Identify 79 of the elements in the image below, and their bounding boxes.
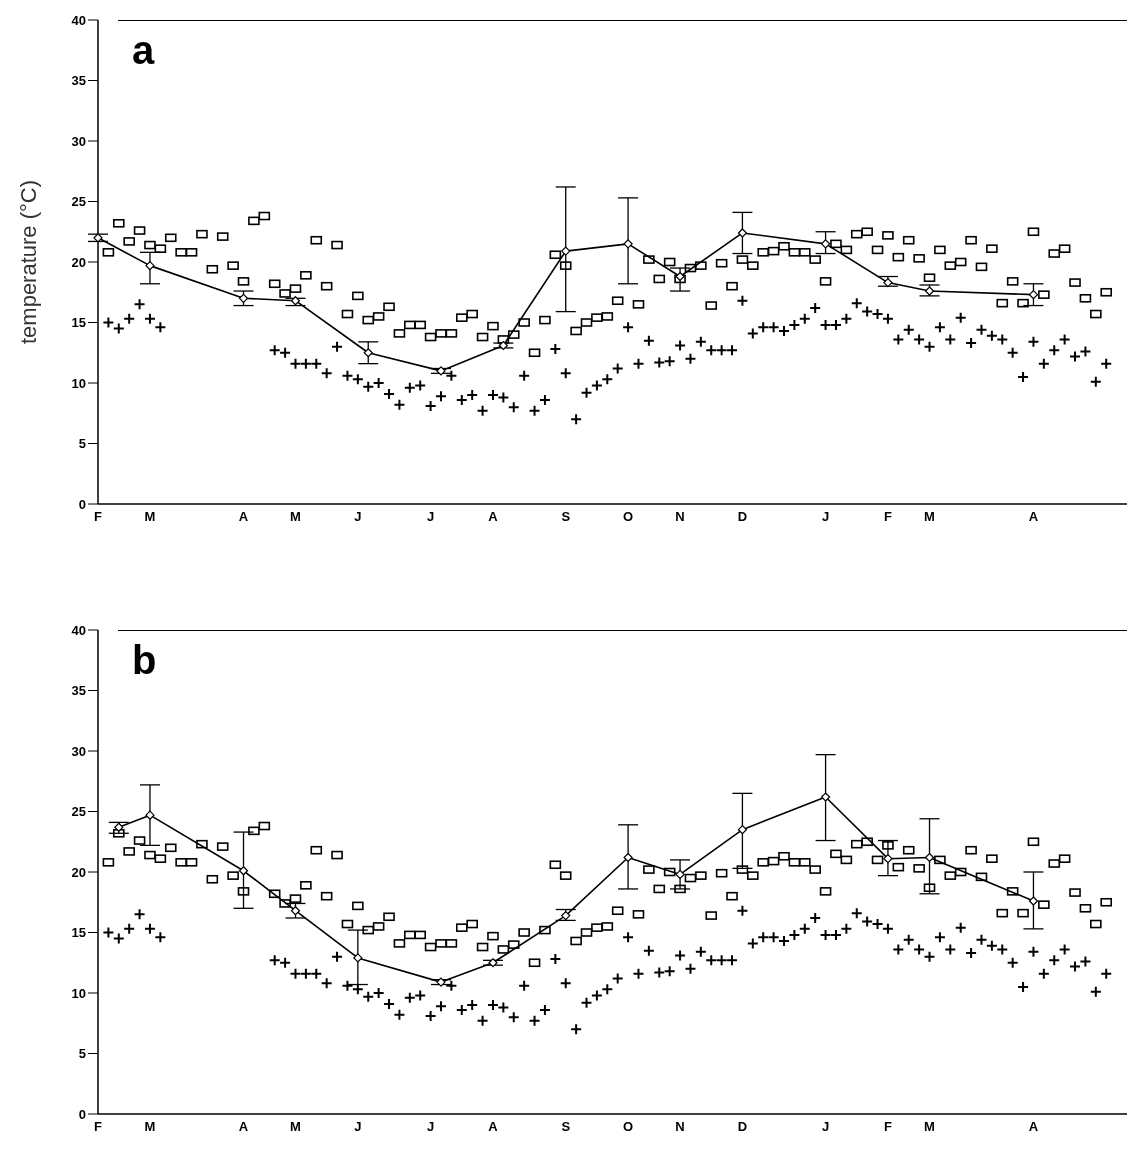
y-tick-label: 0 bbox=[78, 1106, 86, 1122]
y-axis-title: temperature (°C) bbox=[15, 179, 41, 345]
x-tick-label: J bbox=[354, 1119, 362, 1135]
annotation: a bbox=[132, 28, 155, 73]
point bbox=[363, 348, 373, 358]
point bbox=[623, 239, 633, 249]
point bbox=[623, 852, 633, 863]
point bbox=[883, 854, 893, 864]
x-tick-label: N bbox=[675, 1119, 685, 1135]
y-tick-label: 20 bbox=[71, 864, 86, 880]
y-tick-label: 25 bbox=[71, 194, 86, 210]
point bbox=[737, 228, 748, 238]
annotation: b bbox=[132, 638, 157, 683]
point bbox=[290, 906, 301, 916]
y-tick-label: 10 bbox=[71, 985, 86, 1001]
x-tick-label: S bbox=[561, 509, 571, 525]
x-tick-label: F bbox=[883, 1119, 892, 1135]
point bbox=[290, 296, 301, 306]
point bbox=[820, 792, 831, 802]
x-tick-label: D bbox=[737, 1119, 748, 1135]
point bbox=[93, 233, 103, 243]
point bbox=[436, 977, 446, 987]
y-tick-label: 0 bbox=[78, 496, 86, 512]
point bbox=[883, 277, 893, 288]
x-tick-label: J bbox=[354, 509, 362, 525]
point bbox=[238, 293, 249, 303]
point bbox=[114, 822, 124, 832]
x-tick-label: M bbox=[290, 509, 301, 525]
point bbox=[145, 261, 155, 271]
y-tick-label: 35 bbox=[71, 73, 86, 89]
x-tick-label: A bbox=[488, 1119, 499, 1135]
point bbox=[436, 366, 446, 376]
point bbox=[820, 239, 831, 249]
y-tick-label: 25 bbox=[71, 804, 86, 820]
x-tick-label: J bbox=[426, 1119, 435, 1135]
x-tick-label: A bbox=[238, 509, 249, 525]
x-tick-label: D bbox=[737, 509, 748, 525]
y-tick-label: 30 bbox=[71, 743, 86, 759]
x-tick-label: S bbox=[561, 1119, 571, 1135]
x-tick-label: A bbox=[238, 1119, 249, 1135]
x-tick-label: A bbox=[1028, 509, 1039, 525]
y-tick-label: 35 bbox=[71, 683, 86, 699]
x-tick-label: J bbox=[426, 509, 435, 525]
y-tick-label: 15 bbox=[71, 315, 86, 331]
point bbox=[561, 910, 571, 921]
point bbox=[353, 953, 363, 963]
y-tick-label: 15 bbox=[71, 925, 86, 941]
x-tick-label: O bbox=[623, 1119, 634, 1135]
x-tick-label: M bbox=[924, 1119, 935, 1135]
y-tick-label: 10 bbox=[71, 375, 86, 391]
point bbox=[498, 340, 508, 351]
x-tick-label: M bbox=[144, 509, 156, 525]
point bbox=[675, 869, 685, 880]
y-tick-label: 40 bbox=[71, 622, 86, 638]
x-tick-label: O bbox=[623, 509, 634, 525]
y-tick-label: 40 bbox=[71, 12, 86, 28]
x-tick-label: A bbox=[488, 509, 499, 525]
x-tick-label: N bbox=[675, 509, 685, 525]
point bbox=[924, 286, 935, 296]
y-tick-label: 20 bbox=[71, 254, 86, 270]
x-tick-label: M bbox=[924, 509, 935, 525]
y-tick-label: 5 bbox=[78, 436, 86, 452]
y-tick-label: 5 bbox=[78, 1046, 86, 1062]
point bbox=[488, 958, 498, 968]
x-tick-label: F bbox=[883, 509, 892, 525]
x-tick-label: M bbox=[144, 1119, 156, 1135]
x-tick-label: A bbox=[1028, 1119, 1039, 1135]
point bbox=[561, 246, 571, 256]
point bbox=[1028, 290, 1039, 300]
point bbox=[737, 825, 748, 835]
x-tick-label: M bbox=[290, 1119, 301, 1135]
x-tick-label: F bbox=[94, 509, 103, 525]
point bbox=[238, 866, 249, 876]
x-tick-label: J bbox=[821, 509, 830, 525]
point bbox=[145, 810, 155, 820]
x-tick-label: J bbox=[821, 1119, 830, 1135]
y-tick-label: 30 bbox=[71, 133, 86, 149]
x-tick-label: F bbox=[94, 1119, 103, 1135]
point bbox=[1028, 896, 1039, 906]
